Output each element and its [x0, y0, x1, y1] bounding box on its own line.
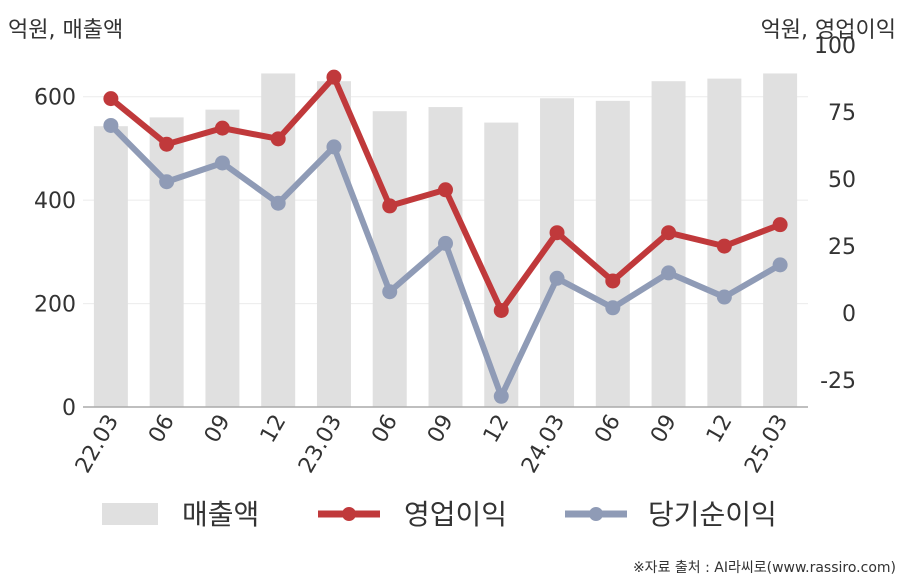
- point-operating: [159, 136, 175, 152]
- legend-marker-operating: [342, 507, 356, 521]
- bar-revenue: [205, 109, 240, 408]
- point-operating: [716, 238, 732, 254]
- right-axis-ticks: -25 0 25 50 75 100: [814, 34, 856, 394]
- x-tick-label: 09: [423, 411, 459, 448]
- legend-label-net: 당기순이익: [648, 498, 777, 531]
- legend-marker-net: [589, 507, 603, 521]
- point-net: [159, 174, 175, 190]
- bar-revenue: [316, 81, 351, 407]
- x-tick-label: 12: [702, 411, 738, 448]
- x-tick-label: 09: [646, 411, 682, 448]
- right-tick-label: 50: [828, 168, 856, 193]
- left-tick-label: 0: [62, 396, 76, 421]
- profit-lines: [103, 69, 788, 404]
- point-net: [103, 117, 119, 133]
- right-tick-label: 75: [828, 101, 856, 126]
- legend-label-operating: 영업이익: [404, 498, 507, 531]
- point-operating: [438, 182, 453, 198]
- x-tick-label: 09: [200, 411, 236, 448]
- point-net: [214, 155, 230, 171]
- right-tick-label: -25: [820, 369, 856, 394]
- point-net: [382, 284, 398, 300]
- x-tick-label: 06: [367, 411, 403, 448]
- point-operating: [214, 120, 230, 136]
- point-net: [549, 270, 565, 286]
- x-tick-label: 25.03: [740, 411, 793, 478]
- revenue-bars: [93, 73, 798, 408]
- point-net: [438, 235, 453, 251]
- point-operating: [493, 302, 509, 318]
- point-net: [605, 300, 621, 316]
- x-axis-ticks: 22.03 06 09 12 23.03 06 09 12 24.03 06 09 12 25.03: [71, 411, 793, 478]
- right-axis-unit: 억원, 영업이익: [761, 18, 896, 43]
- x-tick-label: 06: [144, 411, 180, 448]
- legend: 매출액 영업이익 당기순이익: [102, 498, 777, 531]
- point-operating: [772, 217, 788, 233]
- point-net: [270, 195, 286, 211]
- x-tick-label: 23.03: [294, 411, 347, 478]
- point-operating: [605, 273, 621, 289]
- right-tick-label: 100: [814, 34, 856, 59]
- bar-revenue: [763, 73, 798, 407]
- point-operating: [382, 198, 398, 214]
- point-operating: [326, 69, 342, 85]
- bar-revenue: [149, 117, 184, 408]
- left-axis-unit: 억원, 매출액: [8, 18, 123, 43]
- point-net: [493, 388, 509, 404]
- x-tick-label: 12: [256, 411, 292, 448]
- point-net: [772, 257, 788, 273]
- bar-revenue: [595, 100, 630, 407]
- left-tick-label: 400: [34, 189, 76, 214]
- point-operating: [661, 225, 677, 241]
- left-axis-ticks: 0 200 400 600: [34, 86, 76, 421]
- right-tick-label: 25: [828, 235, 856, 260]
- point-operating: [549, 225, 565, 241]
- point-operating: [103, 91, 119, 107]
- legend-label-revenue: 매출액: [182, 498, 259, 531]
- x-tick-label: 12: [479, 411, 515, 448]
- x-tick-label: 22.03: [71, 411, 124, 478]
- point-net: [661, 265, 677, 281]
- point-operating: [270, 131, 286, 147]
- point-net: [716, 289, 732, 305]
- bar-revenue: [93, 126, 128, 407]
- right-tick-label: 0: [842, 302, 856, 327]
- left-tick-label: 600: [34, 86, 76, 111]
- source-note: ※자료 출처 : AI라씨로(www.rassiro.com): [633, 560, 896, 576]
- x-tick-label: 24.03: [517, 411, 570, 478]
- left-tick-label: 200: [34, 293, 76, 318]
- point-net: [326, 139, 342, 155]
- x-tick-label: 06: [590, 411, 626, 448]
- legend-swatch-revenue: [102, 503, 158, 525]
